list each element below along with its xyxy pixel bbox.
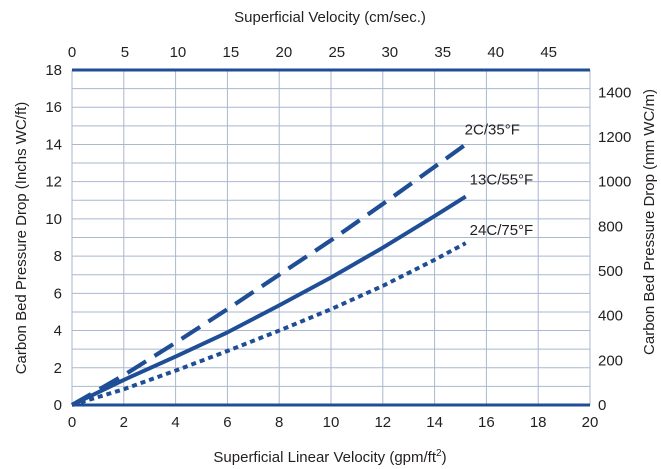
x2-tick-label: 0 — [68, 44, 76, 61]
x2-tick-label: 10 — [170, 44, 187, 61]
plot-frame — [72, 68, 590, 407]
x-axis-title: Superficial Linear Velocity (gpm/ft2) — [213, 448, 446, 466]
x2-tick-label: 15 — [223, 44, 240, 61]
series-label-2: 24C/75°F — [470, 222, 534, 239]
y2-tick-label: 1200 — [598, 129, 631, 146]
series-label-1: 13C/55°F — [470, 172, 534, 189]
x-tick-label: 8 — [275, 414, 283, 431]
y2-axis-title: Carbon Bed Pressure Drop (mm WC/m) — [641, 89, 658, 355]
y2-tick-label: 1000 — [598, 174, 631, 191]
series-line-1 — [71, 194, 467, 407]
series-label-0: 2C/35°F — [465, 121, 520, 138]
y-tick-label: 2 — [54, 360, 62, 377]
x-tick-label: 18 — [530, 414, 547, 431]
y-tick-label: 6 — [54, 285, 62, 302]
series-line-2 — [71, 241, 467, 407]
x-tick-label: 12 — [374, 414, 391, 431]
x-tick-label: 6 — [223, 414, 231, 431]
x-tick-label: 14 — [426, 414, 443, 431]
y2-tick-label: 400 — [598, 308, 623, 325]
y2-tick-label: 1400 — [598, 84, 631, 101]
y2-tick-label: 200 — [598, 352, 623, 369]
y-tick-label: 18 — [45, 62, 62, 79]
x2-tick-label: 35 — [434, 44, 451, 61]
x-tick-label: 16 — [478, 414, 495, 431]
x2-tick-label: 5 — [121, 44, 129, 61]
series-lines — [70, 142, 467, 407]
y-tick-label: 8 — [54, 248, 62, 265]
x-tick-label: 4 — [171, 414, 179, 431]
y-axis-title: Carbon Bed Pressure Drop (Inchs WC/ft) — [13, 102, 30, 375]
series-line-0 — [70, 142, 467, 407]
x-tick-label: 2 — [120, 414, 128, 431]
x-tick-label: 10 — [323, 414, 340, 431]
y2-tick-label: 500 — [598, 263, 623, 280]
x2-axis-title: Superficial Velocity (cm/sec.) — [234, 9, 426, 26]
x2-tick-label: 30 — [381, 44, 398, 61]
y-tick-label: 10 — [45, 211, 62, 228]
x2-tick-label: 25 — [328, 44, 345, 61]
x-tick-label: 20 — [582, 414, 599, 431]
y2-tick-label: 0 — [598, 397, 606, 414]
y-tick-label: 14 — [45, 136, 62, 153]
y-tick-label: 4 — [54, 323, 62, 340]
y-tick-label: 16 — [45, 99, 62, 116]
y-tick-label: 0 — [54, 397, 62, 414]
x-tick-label: 0 — [68, 414, 76, 431]
x2-tick-label: 40 — [487, 44, 504, 61]
x2-tick-label: 20 — [276, 44, 293, 61]
y2-tick-label: 800 — [598, 218, 623, 235]
series-labels: 2C/35°F 13C/55°F 24C/75°F — [465, 121, 534, 239]
x2-tick-label: 45 — [540, 44, 557, 61]
y-tick-label: 12 — [45, 174, 62, 191]
